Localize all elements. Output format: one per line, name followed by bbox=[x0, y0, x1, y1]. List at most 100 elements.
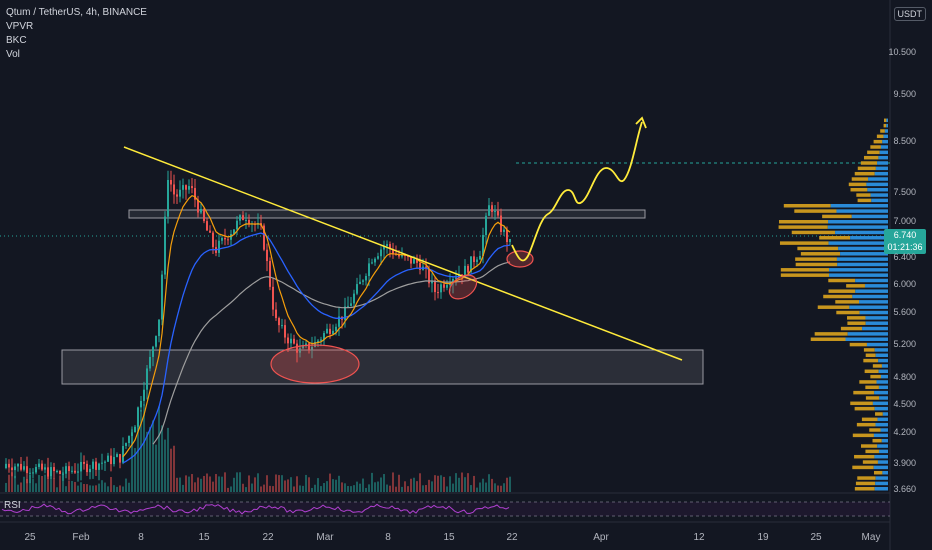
vpvr-bar-outside bbox=[857, 198, 872, 203]
volume-bar bbox=[50, 477, 52, 492]
volume-bar bbox=[344, 483, 346, 492]
candle-body bbox=[380, 249, 382, 257]
candle-body bbox=[140, 400, 142, 408]
vpvr-bar-value-area bbox=[877, 161, 888, 165]
candle-body bbox=[218, 240, 220, 253]
last-price-tag: 6.740 01:21:36 bbox=[884, 229, 926, 254]
vpvr-bar-outside bbox=[853, 390, 875, 395]
candle-body bbox=[506, 229, 508, 243]
vpvr-bar-outside bbox=[865, 385, 879, 390]
vpvr-bar-value-area bbox=[827, 225, 888, 229]
vpvr-bar-value-area bbox=[874, 390, 888, 395]
volume-bar bbox=[230, 486, 232, 492]
volume-bar bbox=[455, 473, 457, 492]
rsi-pane-label[interactable]: RSI bbox=[4, 500, 21, 511]
vpvr-bar-outside bbox=[875, 412, 883, 416]
candle-body bbox=[497, 211, 499, 216]
indicator-vpvr[interactable]: VPVR bbox=[6, 21, 34, 32]
volume-bar bbox=[488, 474, 490, 492]
price-tick-label: 5.600 bbox=[893, 307, 916, 317]
vpvr-bar-outside bbox=[819, 236, 851, 240]
vpvr-bar-outside bbox=[797, 246, 839, 251]
volume-bar bbox=[338, 475, 340, 492]
vpvr-bar-value-area bbox=[886, 123, 888, 128]
volume-bar bbox=[254, 477, 256, 492]
volume-bar bbox=[326, 481, 328, 492]
vpvr-bar-outside bbox=[778, 225, 828, 229]
currency-badge[interactable]: USDT bbox=[893, 7, 926, 21]
candle-body bbox=[200, 208, 202, 213]
indicator-bkc[interactable]: BKC bbox=[6, 35, 27, 46]
volume-bar bbox=[47, 476, 49, 492]
volume-bar bbox=[134, 448, 136, 492]
volume-bar bbox=[332, 479, 334, 492]
time-tick-label: 8 bbox=[138, 532, 144, 543]
vpvr-bar-value-area bbox=[878, 369, 888, 374]
volume-bar bbox=[245, 487, 247, 492]
candle-body bbox=[482, 235, 484, 256]
vpvr-bar-outside bbox=[856, 422, 876, 427]
vpvr-bar-outside bbox=[854, 454, 875, 459]
vpvr-bar-value-area bbox=[840, 252, 888, 256]
volume-bar bbox=[44, 474, 46, 492]
candle-body bbox=[392, 249, 394, 255]
candle-body bbox=[8, 463, 10, 468]
vpvr-bar-value-area bbox=[886, 118, 888, 123]
vpvr-bar-outside bbox=[795, 257, 837, 261]
volume-bar bbox=[176, 477, 178, 492]
candle-body bbox=[206, 221, 208, 231]
vpvr-bar-value-area bbox=[865, 316, 888, 320]
candle-body bbox=[344, 306, 346, 320]
candle-body bbox=[164, 216, 166, 275]
vpvr-bar-outside bbox=[880, 129, 885, 133]
volume-bar bbox=[380, 477, 382, 492]
vpvr-bar-outside bbox=[779, 220, 829, 224]
candle-body bbox=[338, 316, 340, 327]
volume-bar bbox=[227, 487, 229, 492]
price-tick-label: 8.500 bbox=[893, 136, 916, 146]
volume-bar bbox=[443, 476, 445, 492]
time-tick-label: May bbox=[861, 532, 881, 543]
volume-bar bbox=[281, 475, 283, 492]
volume-bar bbox=[290, 477, 292, 492]
volume-bar bbox=[350, 486, 352, 492]
candle-body bbox=[92, 461, 94, 469]
vpvr-bar-value-area bbox=[875, 166, 888, 171]
candle-body bbox=[197, 199, 199, 213]
indicator-vol[interactable]: Vol bbox=[6, 49, 20, 60]
volume-bar bbox=[353, 485, 355, 492]
volume-bar bbox=[158, 406, 160, 492]
candle-body bbox=[329, 328, 331, 334]
volume-bar bbox=[170, 448, 172, 492]
volume-bar bbox=[155, 444, 157, 492]
candle-body bbox=[176, 194, 178, 197]
candle-body bbox=[26, 466, 28, 474]
vpvr-bar-outside bbox=[863, 155, 879, 160]
vpvr-bar-outside bbox=[854, 406, 875, 411]
vpvr-bar-value-area bbox=[880, 374, 888, 379]
candle-body bbox=[152, 346, 154, 357]
vpvr-bar-outside bbox=[861, 444, 878, 448]
candle-body bbox=[44, 467, 46, 470]
vpvr-bar-value-area bbox=[838, 246, 888, 251]
volume-bar bbox=[41, 475, 43, 492]
symbol-title[interactable]: Qtum / TetherUS, 4h, BINANCE bbox=[6, 7, 147, 18]
volume-bar bbox=[17, 484, 19, 492]
candle-body bbox=[275, 309, 277, 319]
candle-body bbox=[386, 244, 388, 246]
candle-body bbox=[194, 188, 196, 200]
candle-body bbox=[95, 461, 97, 470]
volume-bar bbox=[365, 487, 367, 492]
volume-bar bbox=[215, 474, 217, 492]
candle-body bbox=[38, 463, 40, 467]
volume-bar bbox=[80, 482, 82, 492]
candle-body bbox=[281, 325, 283, 327]
volume-bar bbox=[422, 485, 424, 492]
vpvr-bar-value-area bbox=[828, 220, 888, 224]
candle-body bbox=[290, 338, 292, 344]
candle-body bbox=[401, 254, 403, 257]
volume-bar bbox=[395, 486, 397, 492]
candle-body bbox=[317, 340, 319, 342]
volume-bar bbox=[191, 474, 193, 492]
